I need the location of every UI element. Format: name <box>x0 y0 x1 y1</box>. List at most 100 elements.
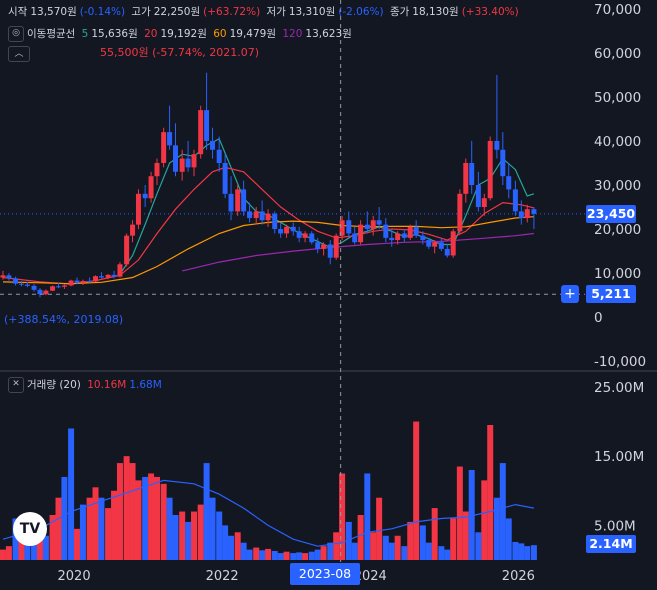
candle-body <box>204 110 210 141</box>
collapse-legend-button[interactable]: ︿ <box>8 46 30 62</box>
candle-body <box>457 193 463 232</box>
tradingview-logo[interactable]: TV <box>13 512 47 546</box>
volume-bar <box>481 480 488 560</box>
candle-body <box>93 276 99 282</box>
volume-bar <box>24 532 31 560</box>
candle-body <box>389 237 395 241</box>
candle-body <box>216 149 222 163</box>
volume-bar <box>462 511 469 560</box>
candle-body <box>111 274 117 277</box>
candle-body <box>74 280 80 283</box>
price-axis[interactable]: 70,000 60,000 50,000 40,000 30,000 20,000 10,0… <box>594 2 646 370</box>
volume-bar <box>487 425 494 560</box>
volume-bar <box>209 497 216 560</box>
volume-bar <box>382 535 389 560</box>
candle-body <box>148 176 154 199</box>
volume-bar <box>505 518 512 560</box>
candle-body <box>370 220 376 230</box>
volume-bar <box>401 546 408 560</box>
candle-body <box>222 162 228 194</box>
time-axis[interactable]: 2020 2022 2024 2026 <box>58 569 535 584</box>
low-annotation: (+388.54%, 2019.08) <box>4 313 124 326</box>
volume-bar <box>493 497 500 560</box>
volume-bar <box>425 542 432 560</box>
price-tick-label: -10,000 <box>594 354 646 370</box>
candle-body <box>80 281 86 283</box>
candle-body <box>253 211 259 219</box>
close-change: (+33.40%) <box>461 6 519 18</box>
open-change: (-0.14%) <box>79 6 126 18</box>
candle-body <box>518 211 524 219</box>
time-tick-label: 2024 <box>354 569 387 584</box>
candle-body <box>179 158 185 172</box>
candle-body <box>31 285 37 290</box>
visibility-icon[interactable]: ◎ <box>8 26 24 42</box>
low-value: 13,310원 <box>288 6 336 18</box>
candle-body <box>481 198 487 208</box>
candle-body <box>358 224 364 243</box>
candle-body <box>444 248 450 256</box>
candle-body <box>426 240 432 247</box>
volume-bar <box>530 545 537 560</box>
candle-body <box>98 276 104 278</box>
volume-bar <box>259 550 266 560</box>
volume-bar <box>265 548 272 560</box>
add-alert-button[interactable]: + <box>561 285 579 303</box>
volume-bar <box>253 547 260 560</box>
high-label: 고가 <box>131 6 151 18</box>
ma60-value: 19,479원 <box>229 28 276 40</box>
volume-bar <box>499 463 506 560</box>
candle-body <box>154 162 160 177</box>
price-tick-label: 60,000 <box>594 46 641 62</box>
crosshair-date-tag: 2023-08 <box>290 563 360 585</box>
volume-bar <box>290 553 297 560</box>
candle-body <box>364 224 370 230</box>
last-volume-tag: 2.14M <box>586 535 636 553</box>
volume-title[interactable]: 거래량 (20) <box>27 379 81 391</box>
candle-body <box>524 209 530 219</box>
volume-average-line <box>2 479 535 547</box>
moving-average-legend: ◎ 이동평균선 5 15,636원 20 19,192원 60 19,479원 120 1… <box>8 26 355 42</box>
volume-axis[interactable]: 25.00M 15.00M 5.00M <box>594 380 644 534</box>
ma20-value: 19,192원 <box>160 28 207 40</box>
candle-body <box>487 140 493 199</box>
candle-body <box>198 110 204 155</box>
candle-body <box>463 162 469 194</box>
volume-bar <box>191 511 198 560</box>
volume-bar <box>357 515 364 560</box>
candle-body <box>142 193 148 199</box>
candle-body <box>43 290 49 295</box>
close-icon[interactable]: ✕ <box>8 377 24 393</box>
candle-body <box>352 233 358 243</box>
open-label: 시작 <box>8 6 28 18</box>
volume-bar <box>116 463 123 560</box>
volume-bar <box>0 549 6 560</box>
volume-bar <box>129 463 136 560</box>
candle-body <box>272 213 278 230</box>
candle-body <box>469 162 475 185</box>
volume-bar <box>55 497 62 560</box>
volume-bar <box>376 497 383 560</box>
ma-title[interactable]: 이동평균선 <box>27 28 76 40</box>
volume-bar <box>394 535 401 560</box>
volume-bar <box>518 543 525 560</box>
volume-bar <box>68 428 75 560</box>
candle-body <box>278 229 284 234</box>
candle-body <box>296 231 302 238</box>
price-tick-label: 50,000 <box>594 90 641 106</box>
volume-bar <box>512 542 519 560</box>
candle-body <box>432 242 438 247</box>
volume-bar <box>222 525 229 560</box>
candle-body <box>191 154 197 168</box>
volume-ma-value: 1.68M <box>129 379 162 391</box>
volume-value: 10.16M <box>87 379 127 391</box>
ma120-period: 120 <box>282 28 303 40</box>
open-value: 13,570원 <box>30 6 77 18</box>
candle-body <box>0 275 6 278</box>
candle-body <box>309 233 315 243</box>
candle-body <box>450 231 456 256</box>
candle-body <box>407 226 413 238</box>
time-tick-label: 2022 <box>206 569 239 584</box>
ma60-period: 60 <box>213 28 227 40</box>
